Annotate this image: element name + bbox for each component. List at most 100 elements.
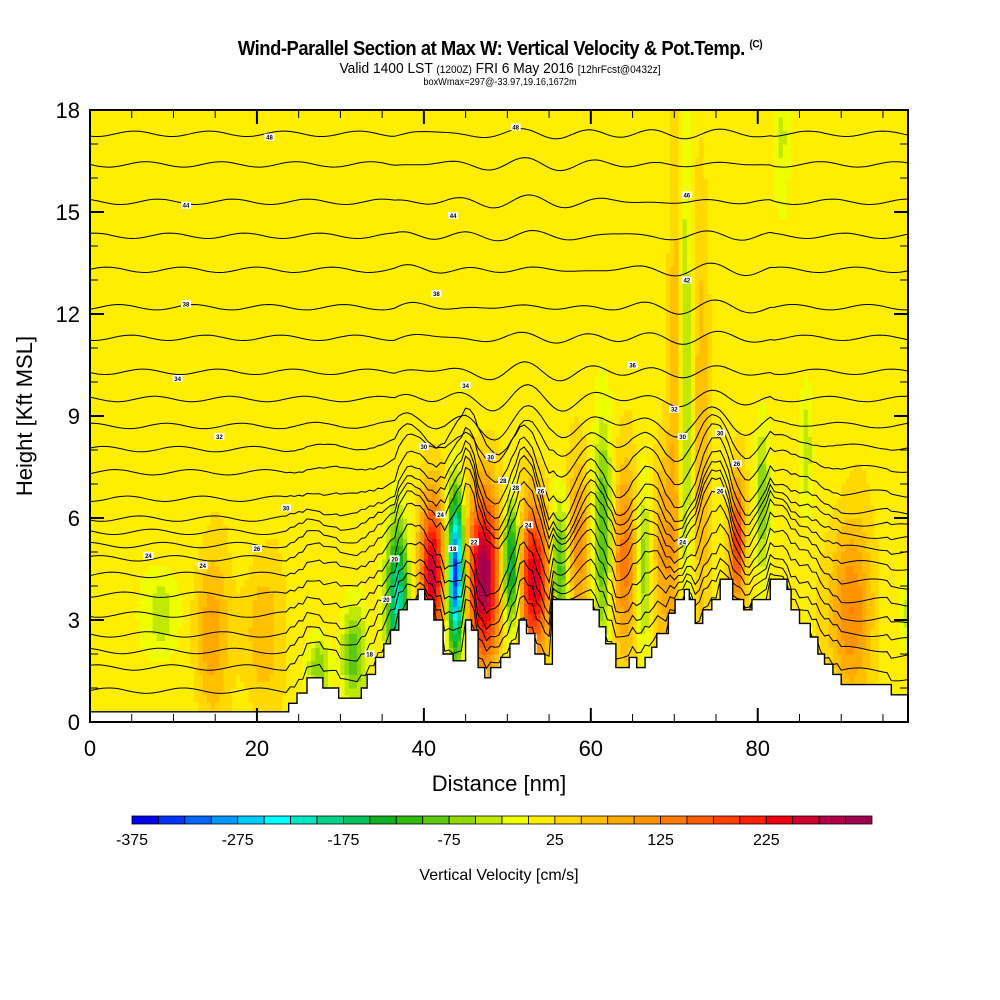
velocity-cell [119,150,124,159]
velocity-cell [98,409,104,417]
velocity-cell [181,123,187,131]
velocity-cell [215,368,220,376]
velocity-cell [273,388,279,397]
velocity-cell [173,354,179,363]
velocity-cell [119,198,124,206]
velocity-cell [256,286,262,295]
velocity-cell [215,259,220,267]
velocity-cell [186,647,191,655]
velocity-cell [223,259,229,267]
velocity-cell [219,137,225,145]
velocity-cell [269,246,275,254]
velocity-cell [165,184,170,193]
velocity-cell [294,218,300,227]
velocity-cell [123,701,129,709]
velocity-cell [144,592,150,601]
velocity-cell [127,239,133,247]
velocity-cell [256,490,262,499]
velocity-cell [265,552,271,560]
velocity-cell [302,620,308,628]
velocity-cell [140,232,145,240]
velocity-cell [186,552,191,560]
velocity-cell [98,688,104,696]
velocity-cell [190,354,195,363]
velocity-cell [198,660,204,669]
velocity-cell [319,361,325,369]
velocity-cell [206,592,212,601]
velocity-cell [181,592,187,601]
velocity-cell [177,592,183,601]
velocity-cell [127,552,133,560]
velocity-cell [227,477,233,485]
velocity-cell [190,348,195,356]
velocity-cell [256,592,262,601]
velocity-cell [256,504,262,512]
velocity-cell [190,246,195,254]
velocity-cell [165,164,170,172]
velocity-cell [181,667,187,675]
velocity-cell [307,348,312,356]
velocity-cell [231,518,237,526]
velocity-cell [131,171,137,179]
velocity-cell [211,518,216,526]
velocity-cell [282,633,287,641]
velocity-cell [290,443,296,451]
velocity-cell [215,538,220,546]
velocity-cell [240,239,245,247]
velocity-cell [194,307,200,315]
velocity-cell [127,252,133,261]
velocity-cell [248,137,254,145]
velocity-cell [156,660,162,669]
velocity-cell [190,259,195,267]
velocity-cell [102,334,108,342]
velocity-cell [294,286,300,295]
velocity-cell [144,450,150,458]
velocity-cell [256,144,262,152]
velocity-cell [227,110,233,118]
velocity-cell [261,157,266,165]
velocity-cell [265,667,271,675]
velocity-cell [227,382,233,390]
velocity-cell [282,681,287,689]
velocity-cell [127,429,133,437]
velocity-cell [135,484,141,492]
velocity-cell [315,633,321,641]
velocity-cell [186,429,191,437]
velocity-cell [319,463,325,471]
velocity-cell [119,286,124,295]
velocity-cell [190,422,195,431]
velocity-cell [215,334,220,342]
velocity-cell [277,354,283,363]
velocity-cell [290,382,296,390]
velocity-cell [152,259,158,267]
velocity-cell [231,286,237,295]
velocity-cell [240,361,245,369]
velocity-cell [298,416,304,424]
velocity-cell [294,518,300,526]
velocity-cell [223,218,229,227]
velocity-cell [206,184,212,193]
velocity-cell [165,286,170,295]
velocity-cell [173,701,179,709]
velocity-cell [206,647,212,655]
velocity-cell [181,674,187,682]
velocity-cell [269,647,275,655]
velocity-cell [110,137,116,145]
velocity-cell [135,599,141,607]
velocity-cell [156,157,162,165]
velocity-cell [131,450,137,458]
velocity-cell [169,184,175,193]
velocity-cell [186,205,191,213]
velocity-cell [294,320,300,329]
velocity-cell [194,463,200,471]
velocity-cell [273,218,279,227]
velocity-cell [110,647,116,655]
velocity-cell [269,545,275,553]
velocity-cell [173,259,179,267]
velocity-cell [123,484,129,492]
velocity-cell [282,456,287,465]
velocity-cell [131,150,137,159]
velocity-cell [119,348,124,356]
velocity-cell [127,191,133,199]
velocity-cell [282,375,287,383]
